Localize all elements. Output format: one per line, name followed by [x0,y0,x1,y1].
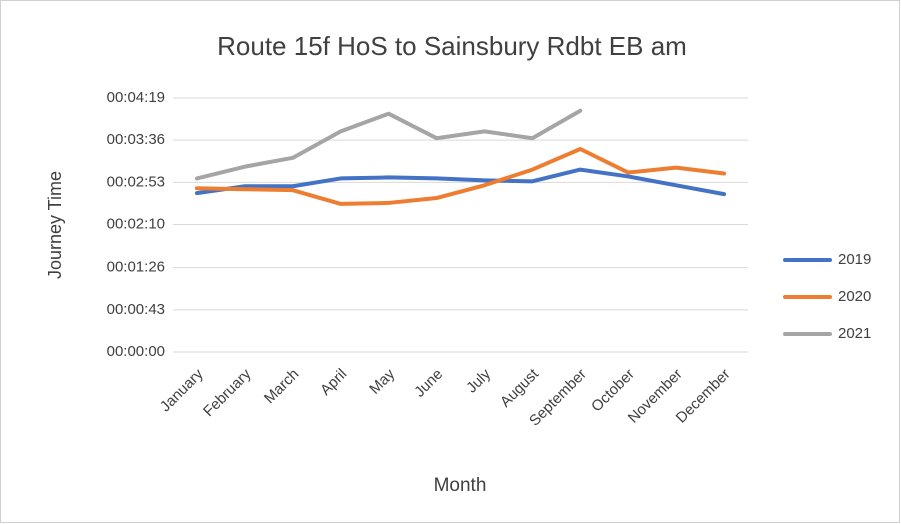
series-line [194,167,727,197]
y-tick-label: 00:00:00 [107,343,165,360]
legend-label: 2021 [838,325,871,342]
series-line [194,146,727,206]
legend-label: 2019 [838,251,871,268]
y-tick-label: 00:04:19 [107,89,165,106]
series-line [194,108,583,181]
y-axis-label: Journey Time [45,171,65,279]
y-tick-label: 00:02:10 [107,215,165,232]
y-tick-label: 00:02:53 [107,173,165,190]
y-tick-label: 00:01:26 [107,259,165,276]
y-tick-label: 00:03:36 [107,131,165,148]
x-axis-label: Month [434,475,487,496]
y-tick-label: 00:00:43 [107,301,165,318]
legend-label: 2020 [838,288,871,305]
chart-title: Route 15f HoS to Sainsbury Rdbt EB am [217,31,687,61]
